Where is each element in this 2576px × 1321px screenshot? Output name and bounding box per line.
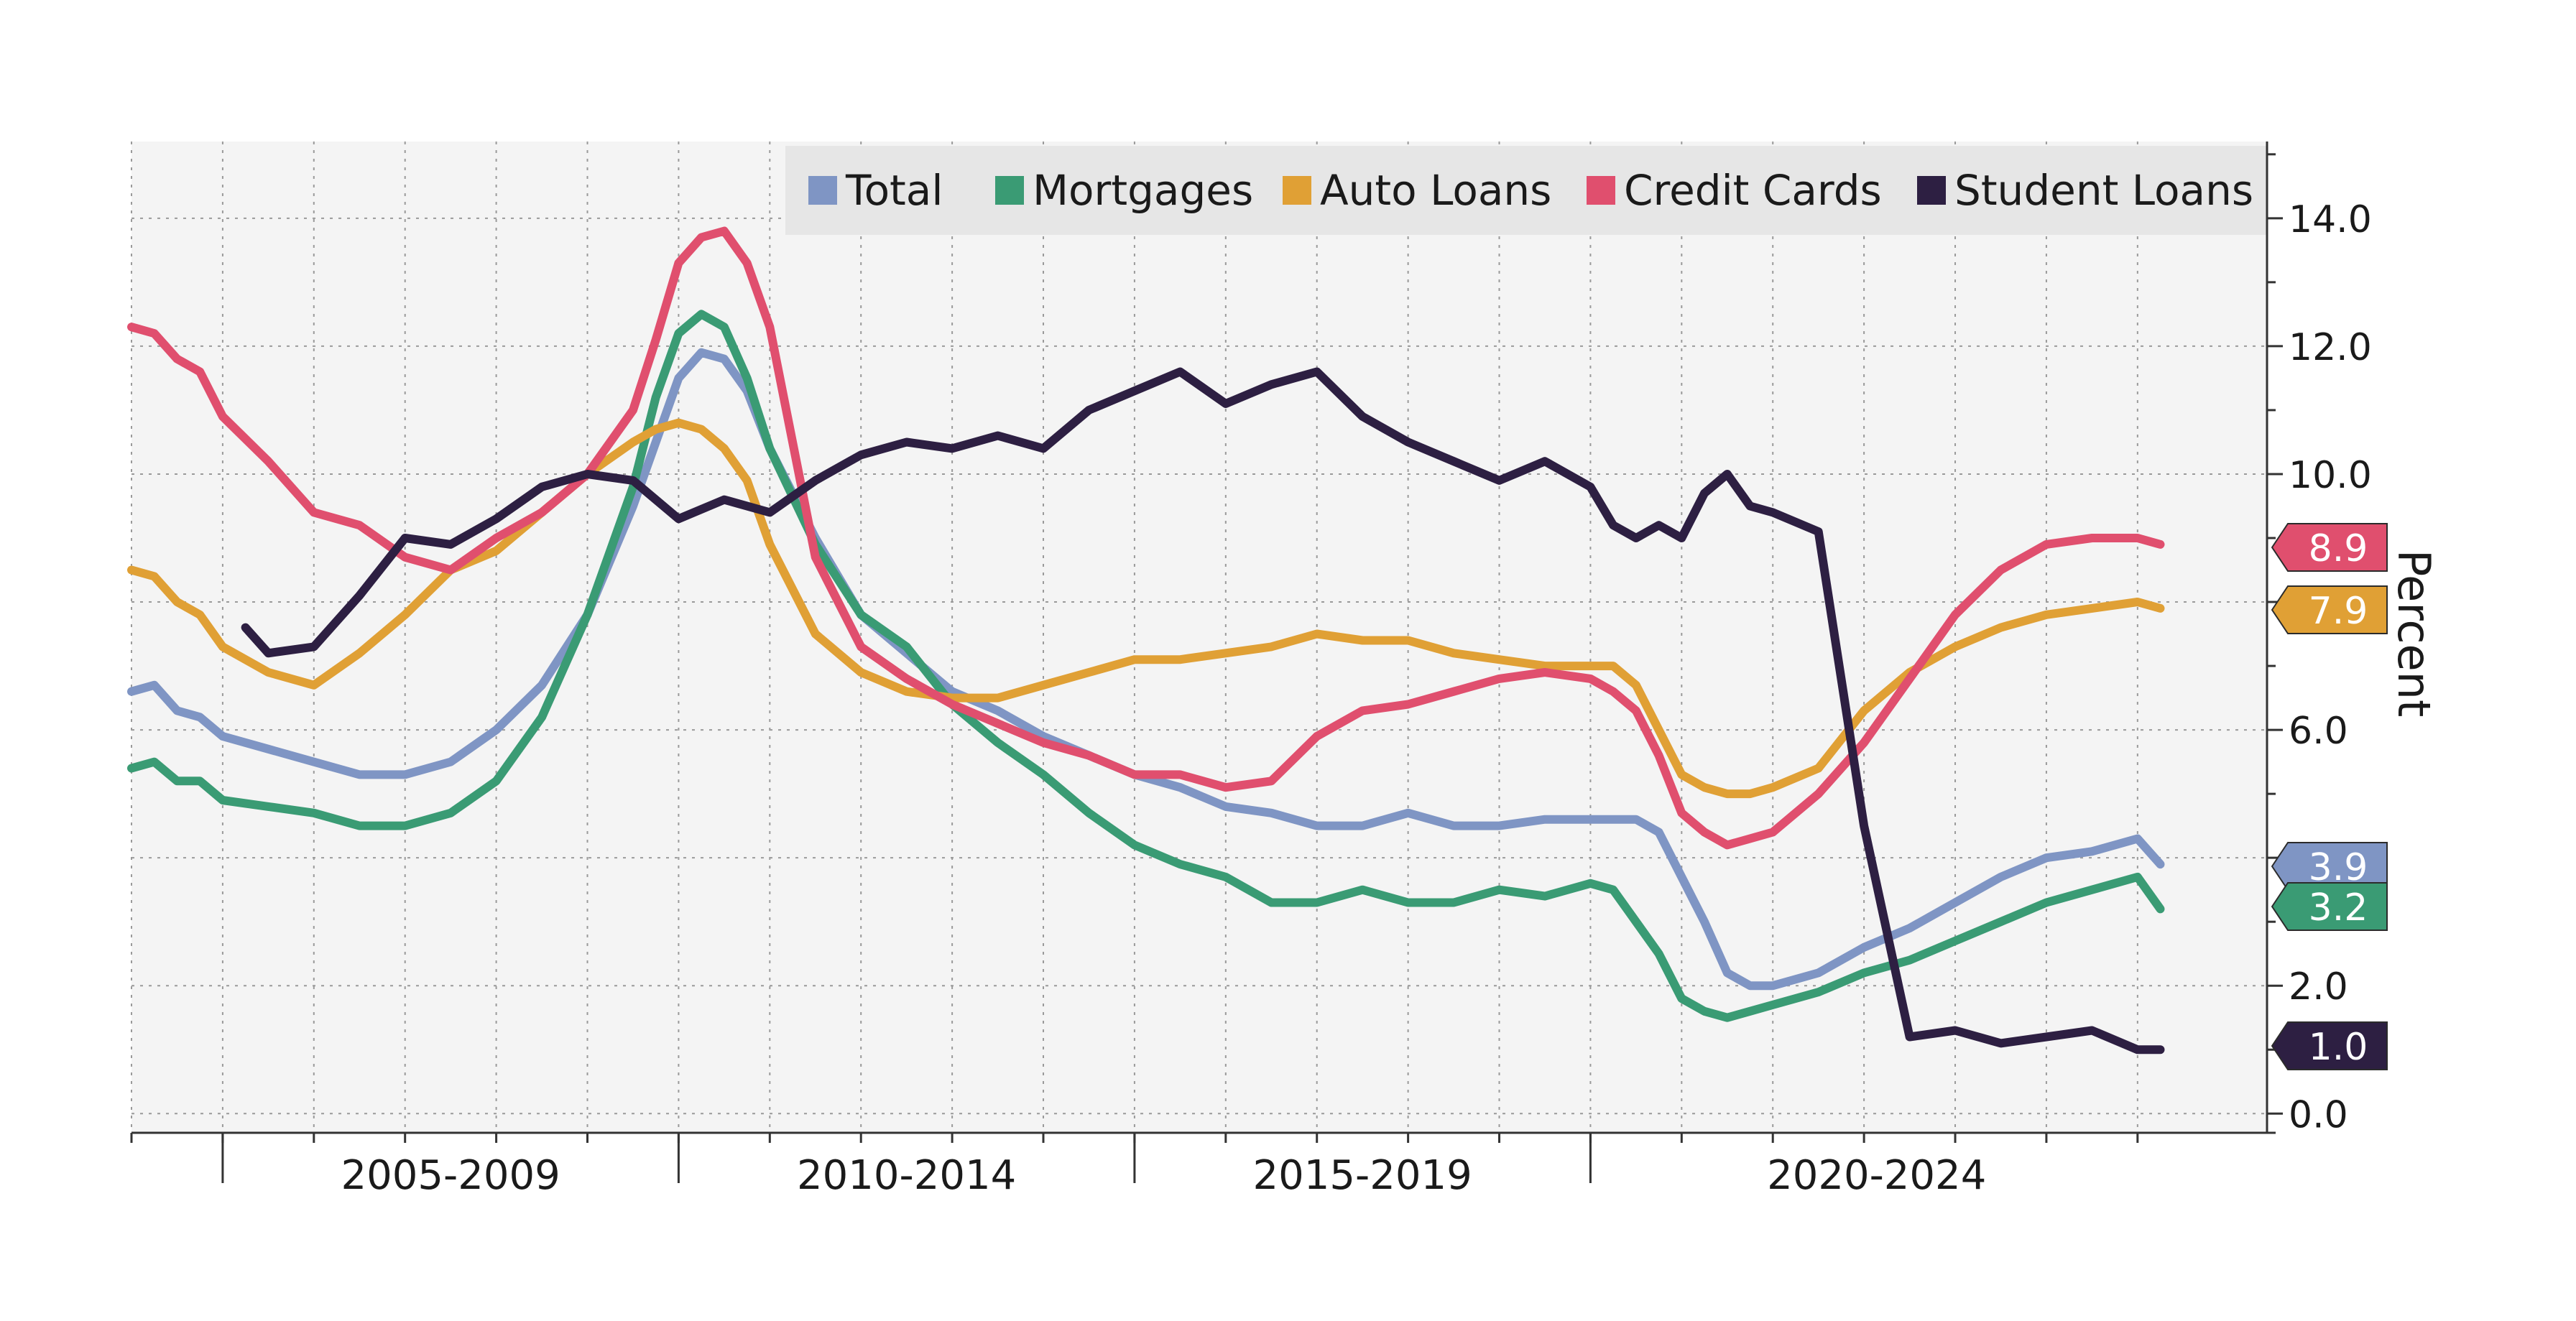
series-line-credit-cards [127,226,2165,850]
series-line-student-loans [241,367,2165,1055]
end-label-credit-cards: 8.9 [2309,527,2368,570]
y-tick-label: 10.0 [2289,454,2372,497]
legend-label-mortgages: Mortgages [1033,166,1253,215]
series-lines [127,226,2165,1055]
x-period-label: 2015-2019 [1253,1152,1472,1199]
y-tick-label: 12.0 [2289,326,2372,369]
series-line-mortgages [127,310,2165,1022]
y-axis-title: Percent [2388,550,2440,717]
y-tick-label: 2.0 [2289,965,2348,1009]
legend-label-student-loans: Student Loans [1954,166,2253,215]
end-label-auto-loans: 7.9 [2309,590,2368,633]
y-axis-ticks: 0.02.04.06.08.010.012.014.0 [2267,153,2372,1136]
x-period-label: 2010-2014 [797,1152,1016,1199]
end-label-student-loans: 1.0 [2309,1026,2368,1069]
legend-label-credit-cards: Credit Cards [1624,166,1882,215]
end-tag-student-loans [2271,1021,2388,1070]
x-axis-ticks: 2005-2009 2010-2014 2015-2019 2020-2024 [130,1133,2139,1199]
end-tag-mortgages [2271,882,2388,931]
legend-swatch-auto-loans [1283,176,1311,205]
legend-swatch-credit-cards [1587,176,1615,205]
end-value-labels: 3.93.27.98.91.0 [2271,523,2388,1070]
y-tick-label: 0.0 [2289,1093,2348,1136]
end-tag-credit-cards [2271,523,2388,572]
axes [131,142,2268,1134]
legend-swatch-student-loans [1917,176,1946,205]
legend: Total Mortgages Auto Loans Credit Cards Stud… [808,166,2253,215]
y-tick-label: 14.0 [2289,198,2372,241]
plot-background [131,142,2267,1133]
legend-background [785,146,2267,235]
legend-swatch-total [808,176,837,205]
end-label-mortgages: 3.2 [2309,886,2368,930]
gridlines [131,142,2267,1133]
x-period-label: 2005-2009 [341,1152,560,1199]
y-tick-label: 6.0 [2289,710,2348,753]
x-period-label: 2020-2024 [1767,1152,1986,1199]
legend-label-auto-loans: Auto Loans [1320,166,1551,215]
legend-swatch-mortgages [995,176,1024,205]
legend-label-total: Total [845,166,943,215]
end-tag-auto-loans [2271,585,2388,634]
